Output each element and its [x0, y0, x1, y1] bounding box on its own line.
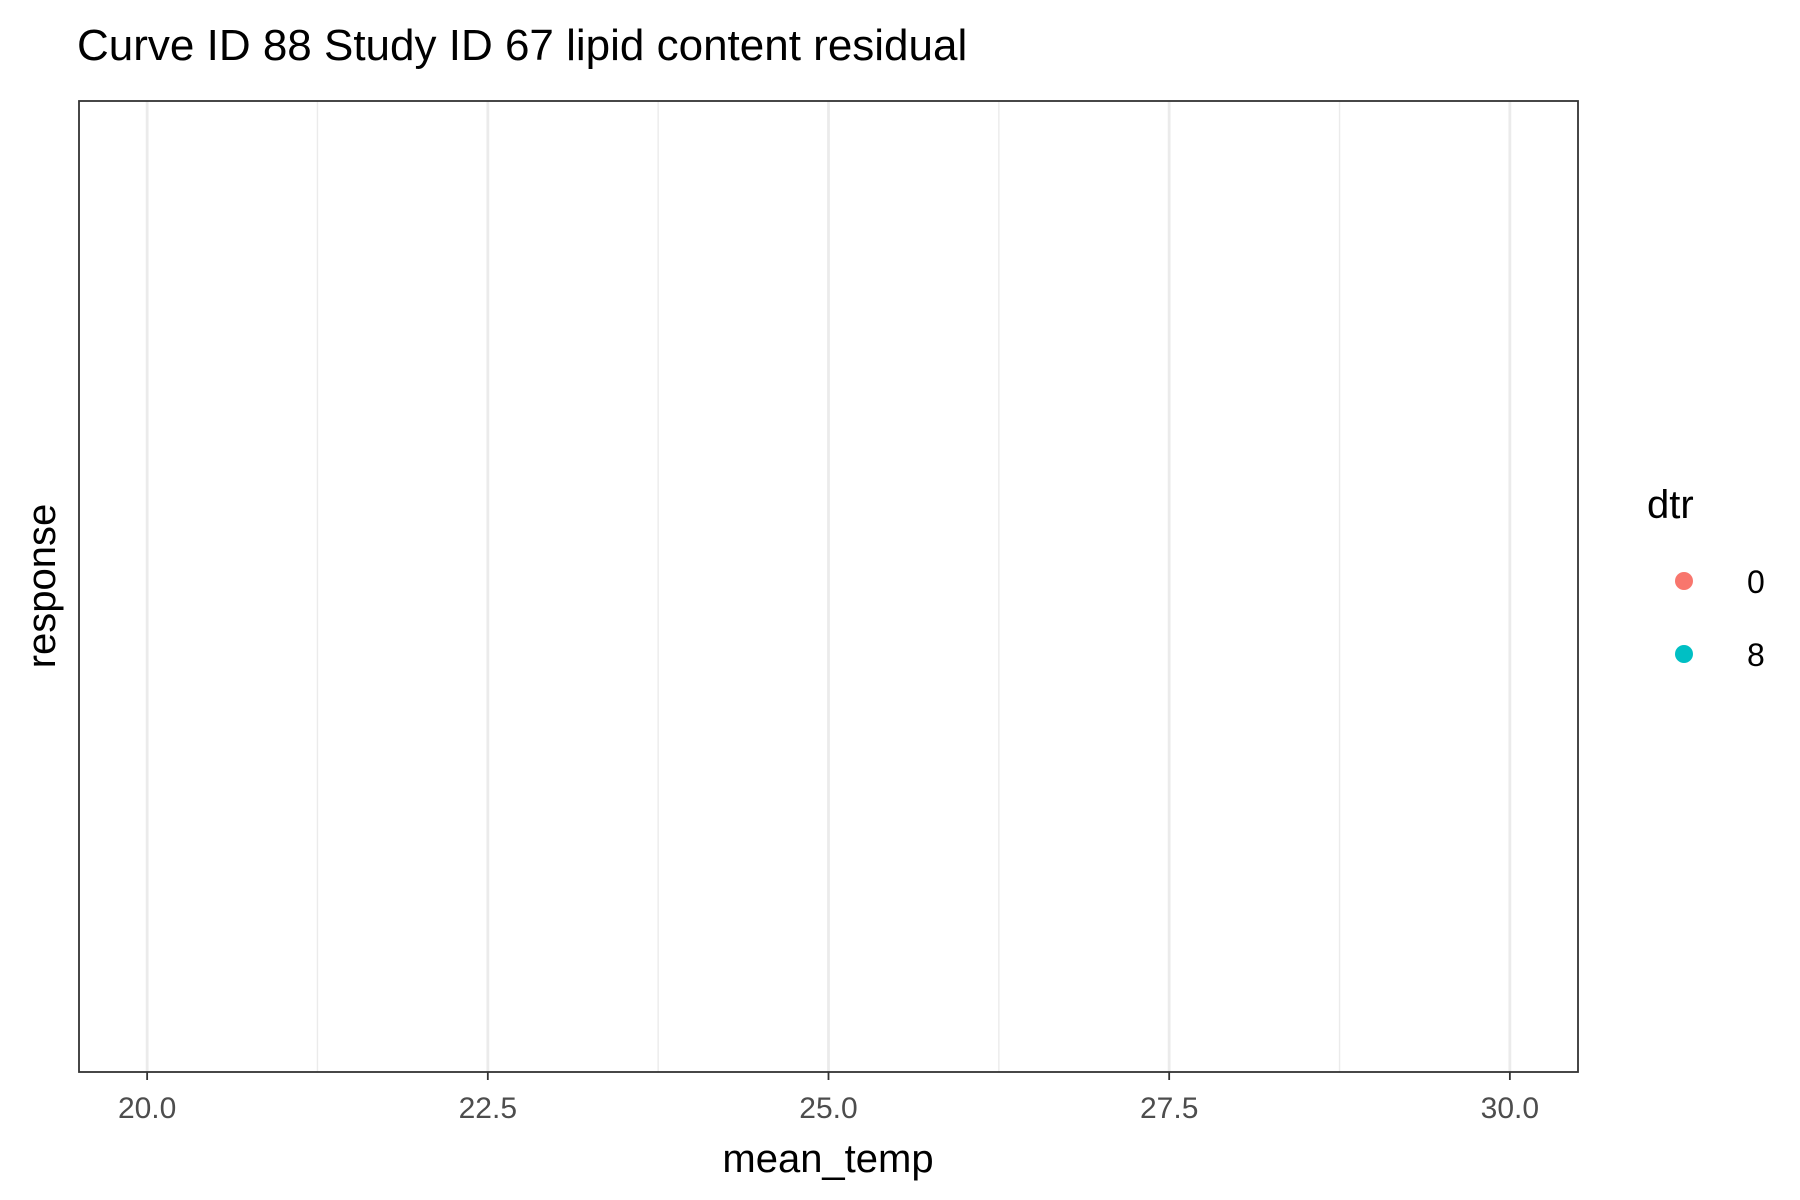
grid-lines: [145, 101, 1512, 1072]
legend-title: dtr: [1647, 483, 1694, 527]
chart-title: Curve ID 88 Study ID 67 lipid content re…: [77, 21, 967, 70]
plot-panel: [78, 100, 1579, 1073]
legend-label-0: 0: [1747, 564, 1765, 600]
legend-key-8: [1675, 645, 1693, 663]
x-axis: 20.0 22.5 25.0 27.5 30.0: [118, 1072, 1539, 1125]
x-tick-label: 22.5: [459, 1092, 517, 1125]
x-tick-label: 30.0: [1481, 1092, 1539, 1125]
legend-key-0: [1675, 572, 1693, 590]
legend-label-8: 8: [1747, 637, 1765, 673]
y-axis-label: response: [20, 504, 64, 669]
legend: dtr 08: [1647, 483, 1765, 673]
x-tick-label: 25.0: [799, 1092, 857, 1125]
x-tick-label: 27.5: [1140, 1092, 1198, 1125]
legend-entries: 08: [1675, 564, 1765, 673]
x-axis-label: mean_temp: [722, 1137, 933, 1181]
x-tick-label: 20.0: [118, 1092, 176, 1125]
